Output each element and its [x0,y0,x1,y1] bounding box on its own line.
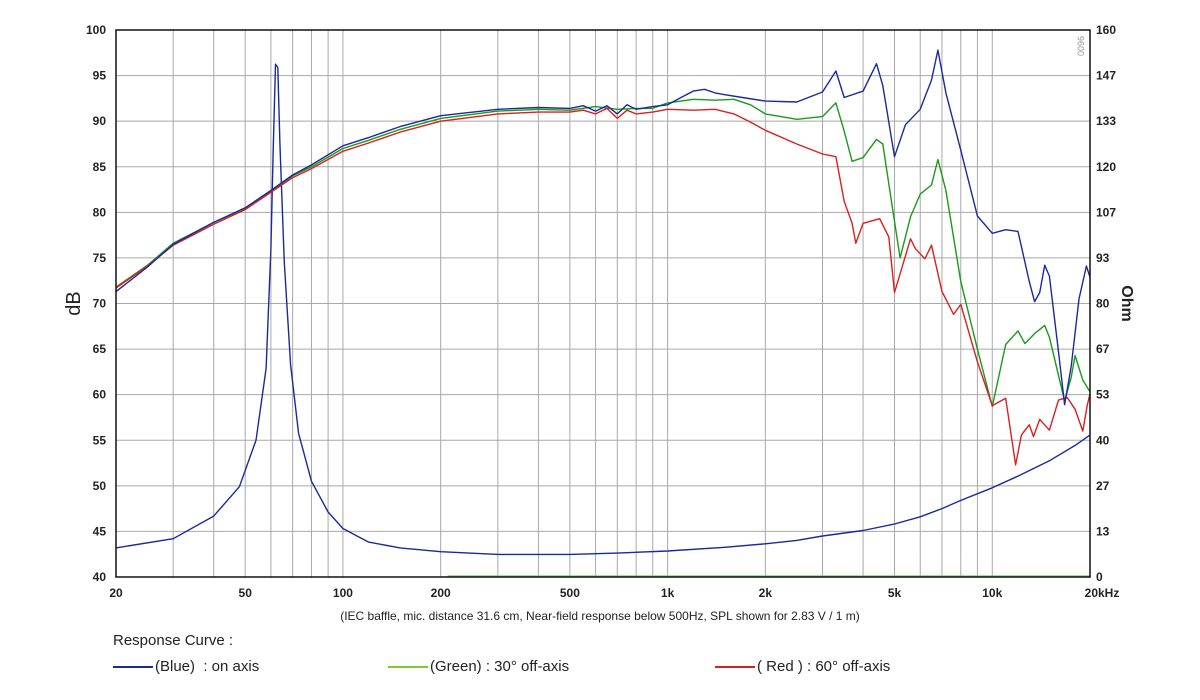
y-tick-label: 70 [93,297,107,311]
legend-swatch-blue [113,665,153,668]
y2-axis-title: Ohm [1118,285,1135,321]
legend-label-red: ( Red ) : 60° off-axis [757,658,891,675]
tick-labels: 20 50 100 200 500 1k 2k 5k 10k 20kHz 40 45 50 55 60 65 7… [86,23,1119,600]
y-tick-label: 95 [93,69,107,83]
x-tick-label: 20kHz [1085,586,1120,600]
series-line-1 [115,98,1091,408]
y-tick-label: 50 [93,479,107,493]
legend-swatch-red [715,665,755,668]
y-tick-label: 85 [93,160,107,174]
measurement-note: (IEC baffle, mic. distance 31.6 cm, Near… [340,609,860,623]
y-tick-label: 75 [93,251,107,265]
y2-tick-label: 13 [1096,524,1110,538]
y2-tick-label: 27 [1096,479,1110,493]
y-tick-label: 60 [93,388,107,402]
series-line-2 [115,107,1091,466]
y2-tick-label: 147 [1096,69,1116,83]
y-tick-label: 80 [93,205,107,219]
x-tick-label: 2k [759,586,773,600]
legend-item-red: ( Red ) : 60° off-axis [715,658,890,675]
legend-item-green: (Green) : 30° off-axis [388,658,569,675]
y-tick-label: 90 [93,114,107,128]
x-tick-label: 5k [888,586,902,600]
watermark: 0096 [1076,36,1086,56]
y2-tick-label: 53 [1096,388,1110,402]
y-tick-label: 65 [93,342,107,356]
series-line-0 [115,49,1091,406]
y2-tick-label: 107 [1096,205,1116,219]
y2-tick-label: 120 [1096,160,1116,174]
y2-tick-label: 133 [1096,114,1116,128]
y-axis-title: dB [63,291,85,315]
y-tick-label: 55 [93,433,107,447]
plot-frame [115,29,1091,578]
y2-tick-label: 80 [1096,297,1110,311]
y-tick-label: 100 [86,23,106,37]
legend-label-blue: (Blue) : on axis [155,658,260,675]
legend-swatch-green [388,665,428,668]
y-tick-label: 45 [93,524,107,538]
legend-item-blue: (Blue) : on axis [113,658,259,675]
x-tick-label: 100 [333,586,353,600]
legend-label-green: (Green) : 30° off-axis [430,658,570,675]
x-tick-label: 200 [431,586,451,600]
legend-title: Response Curve : [113,632,234,649]
y2-tick-label: 160 [1096,23,1116,37]
plot-series [115,49,1091,577]
y-tick-label: 40 [93,570,107,584]
x-tick-label: 10k [982,586,1002,600]
y2-tick-label: 67 [1096,342,1110,356]
x-tick-label: 500 [560,586,580,600]
y2-tick-label: 40 [1096,433,1110,447]
series-line-3 [115,63,1091,556]
x-tick-label: 1k [661,586,675,600]
y2-tick-label: 93 [1096,251,1110,265]
x-tick-label: 20 [109,586,123,600]
y2-tick-label: 0 [1096,570,1103,584]
x-tick-label: 50 [239,586,253,600]
grid-lines [115,29,1091,578]
